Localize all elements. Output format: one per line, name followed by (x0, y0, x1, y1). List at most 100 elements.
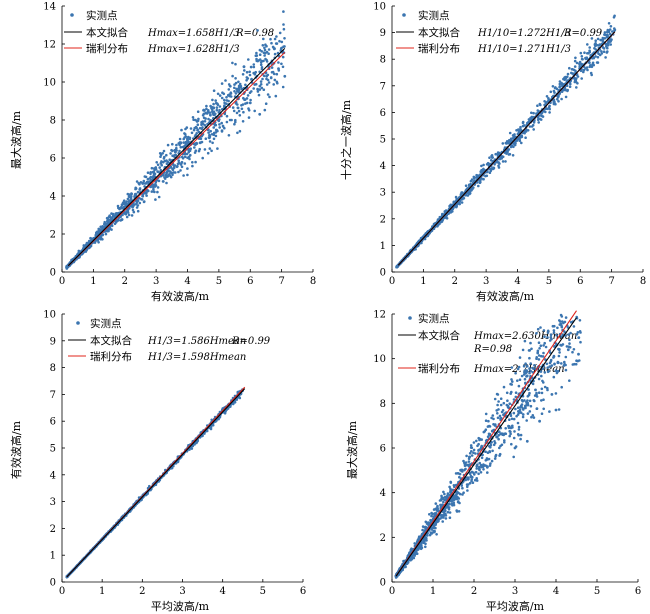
data-point (85, 241, 89, 245)
data-point (488, 156, 491, 159)
data-point (196, 123, 200, 126)
data-point (214, 134, 218, 138)
legend-rayleigh-equation: H1/10=1.271H1/3 (477, 44, 571, 55)
data-point (474, 470, 478, 474)
data-point (563, 76, 566, 80)
data-point (187, 155, 191, 159)
data-point (554, 392, 558, 395)
data-point (258, 88, 262, 91)
data-point (281, 65, 285, 69)
data-point (138, 183, 141, 186)
data-point (153, 190, 156, 194)
data-point (481, 170, 485, 173)
x-tick-label: 2 (452, 276, 458, 287)
data-point (184, 133, 187, 136)
data-point (175, 146, 178, 150)
data-point (526, 129, 530, 132)
data-point (187, 141, 190, 144)
data-point (183, 155, 187, 159)
y-tick-label: 4 (380, 161, 386, 172)
data-point (582, 70, 585, 74)
data-point (282, 10, 285, 13)
data-point (554, 102, 557, 106)
data-point (609, 39, 613, 43)
data-point (273, 52, 277, 56)
data-point (424, 545, 427, 549)
data-point (179, 141, 182, 145)
x-tick-label: 7 (608, 276, 614, 287)
data-point (156, 163, 160, 167)
data-point (261, 77, 264, 81)
data-point (266, 73, 270, 77)
data-point (465, 483, 469, 486)
data-point (82, 245, 86, 249)
data-point (265, 83, 269, 86)
data-point (260, 86, 264, 90)
data-point (220, 96, 224, 100)
data-point (245, 70, 249, 74)
data-point (572, 348, 576, 351)
chart-panel-max-vs-mean: 平均波高/m 最大波高/m 实测点 本文拟合 Hmax=2.630Hmean R… (345, 310, 641, 614)
data-point (107, 227, 111, 231)
legend-fit-r: R=0.98 (473, 344, 512, 355)
data-point (258, 53, 262, 56)
y-tick-label: 12 (373, 310, 386, 321)
legend-points-label: 实测点 (418, 312, 450, 325)
data-point (172, 164, 176, 168)
data-point (606, 43, 609, 46)
x-tick-label: 1 (90, 276, 96, 287)
data-point (497, 161, 500, 164)
data-point (502, 385, 506, 389)
fit-line (397, 31, 616, 266)
data-point (212, 126, 215, 129)
data-point (166, 160, 170, 164)
data-point (162, 174, 165, 177)
data-point (212, 89, 216, 92)
data-point (595, 43, 599, 47)
x-tick-label: 3 (483, 276, 489, 287)
data-point (233, 122, 236, 126)
data-point (604, 33, 607, 37)
data-point (158, 166, 161, 169)
data-point (143, 185, 146, 188)
data-point (166, 143, 170, 147)
data-point (491, 156, 495, 159)
data-point (443, 210, 447, 213)
data-point (110, 228, 113, 231)
x-axis-label: 平均波高/m (486, 599, 545, 613)
data-point (248, 73, 252, 77)
data-point (247, 107, 250, 110)
data-point (249, 65, 253, 69)
legend-rayleigh-equation: Hmax=1.628H1/3 (147, 44, 240, 55)
data-point (594, 39, 597, 42)
data-point (504, 160, 507, 163)
data-point (485, 174, 489, 178)
data-point (163, 159, 167, 163)
y-tick-label: 7 (50, 390, 56, 401)
data-point (246, 94, 250, 97)
data-point (178, 149, 181, 153)
data-point (161, 152, 164, 155)
data-point (171, 149, 174, 153)
x-tick-label: 6 (300, 586, 306, 597)
data-point (586, 52, 589, 55)
data-point (548, 107, 551, 111)
legend-fit-label: 本文拟合 (418, 26, 460, 39)
data-point (196, 119, 200, 123)
data-point (205, 104, 208, 108)
data-point (136, 209, 140, 213)
data-point (531, 123, 535, 127)
data-point (246, 77, 250, 80)
legend-points-marker (402, 13, 406, 17)
y-tick-label: 10 (43, 78, 56, 89)
data-point (263, 108, 267, 112)
x-tick-label: 5 (546, 276, 552, 287)
data-point (560, 385, 563, 389)
data-point (608, 32, 612, 36)
data-point (108, 214, 111, 217)
data-point (184, 135, 188, 138)
data-point (248, 101, 252, 105)
data-point (168, 158, 171, 161)
data-point (525, 419, 528, 422)
y-tick-label: 10 (373, 354, 386, 365)
